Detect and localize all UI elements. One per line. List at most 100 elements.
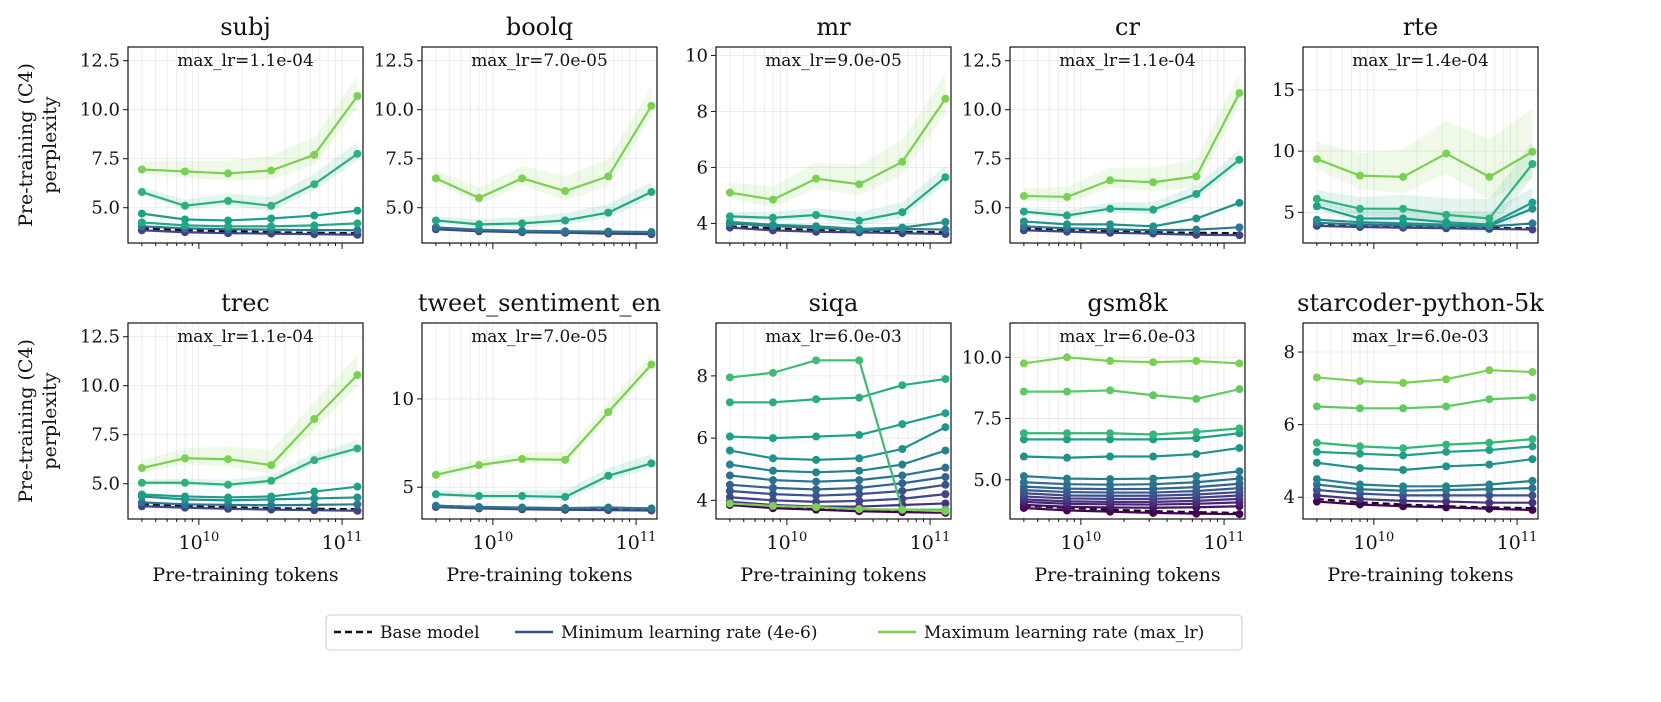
series-line <box>1316 163 1534 220</box>
data-point <box>180 221 189 230</box>
data-point <box>941 499 950 508</box>
data-point <box>1399 444 1408 453</box>
data-point <box>1355 480 1364 489</box>
data-point <box>1235 89 1244 98</box>
base-model-line <box>729 225 946 234</box>
data-point <box>1485 446 1494 455</box>
data-point <box>941 423 950 432</box>
subplot-title: subj <box>220 13 271 41</box>
x-tick-exponent: 11 <box>1228 530 1245 545</box>
data-point <box>898 479 907 488</box>
data-point <box>353 370 362 379</box>
data-point <box>1192 190 1201 198</box>
data-point <box>855 505 864 514</box>
data-point <box>180 454 189 463</box>
data-point <box>1312 458 1321 467</box>
data-point <box>898 223 907 232</box>
y-axis-label-line2: perplexity <box>39 372 61 469</box>
data-point <box>561 492 570 501</box>
series-line <box>141 221 358 228</box>
y-axis-label: Pre-training (C4) perplexity <box>15 339 61 503</box>
y-tick-label: 5.0 <box>91 198 120 219</box>
y-tick-label: 7.5 <box>91 149 120 170</box>
data-point <box>768 490 777 499</box>
data-point <box>1106 220 1115 229</box>
data-point <box>1062 387 1071 396</box>
max-lr-annotation: max_lr=1.1e-04 <box>177 327 314 347</box>
series-line <box>729 220 946 231</box>
axes-frame <box>127 46 364 244</box>
series-band <box>1023 149 1240 219</box>
series-line <box>1316 494 1533 504</box>
series-band <box>729 166 946 226</box>
series-line <box>141 505 358 512</box>
data-point <box>1235 474 1244 483</box>
data-point <box>1312 402 1321 411</box>
data-point <box>1062 211 1071 220</box>
data-point <box>474 502 483 511</box>
data-point <box>812 222 821 231</box>
series-line <box>1023 490 1240 497</box>
data-point <box>1192 472 1201 481</box>
subplot-title: boolq <box>506 13 573 41</box>
data-point <box>431 470 440 479</box>
axes-frame <box>715 322 952 520</box>
data-point <box>1106 480 1115 489</box>
data-point <box>1106 176 1115 185</box>
data-point <box>604 227 613 236</box>
data-point <box>725 218 734 226</box>
y-tick-label: 10 <box>685 45 708 66</box>
x-tick-label: 1011 <box>322 530 363 554</box>
y-tick-label: 4 <box>1284 487 1295 508</box>
data-point <box>1106 475 1115 484</box>
series-line <box>435 462 652 499</box>
data-point <box>725 471 734 480</box>
data-point <box>898 487 907 495</box>
data-point <box>812 477 821 486</box>
series-line <box>1316 438 1533 450</box>
data-point <box>1528 476 1537 485</box>
data-point <box>1149 391 1158 400</box>
data-point <box>812 503 821 512</box>
series-line <box>141 501 358 507</box>
data-point <box>1399 378 1408 387</box>
data-point <box>353 206 362 215</box>
data-point <box>1192 225 1201 234</box>
legend-label: Minimum learning rate (4e-6) <box>561 623 817 643</box>
series-line <box>1316 150 1533 179</box>
data-point <box>561 504 570 513</box>
series-line <box>1316 396 1533 410</box>
series-line <box>435 505 652 512</box>
series-line <box>1316 458 1533 472</box>
data-point <box>1312 194 1321 203</box>
data-point <box>1485 214 1494 223</box>
data-point <box>1106 356 1115 365</box>
data-point <box>518 503 527 512</box>
data-point <box>1442 440 1451 449</box>
data-point <box>768 195 777 204</box>
data-point <box>310 150 319 159</box>
data-point <box>647 360 656 369</box>
data-point <box>267 166 276 175</box>
subplot-title: gsm8k <box>1087 289 1168 317</box>
data-point <box>1528 455 1537 464</box>
series-line <box>1023 503 1240 509</box>
data-point <box>1442 447 1451 456</box>
series-line <box>141 495 358 502</box>
series-line <box>1316 201 1533 226</box>
data-point <box>267 201 276 210</box>
series-line <box>1316 500 1533 512</box>
data-point <box>1399 466 1408 474</box>
series-line <box>729 449 946 474</box>
data-point <box>855 356 864 365</box>
series-line <box>141 374 359 470</box>
data-point <box>855 431 864 439</box>
data-point <box>1528 219 1537 228</box>
series-line <box>1316 488 1533 497</box>
data-point <box>855 454 864 463</box>
data-point <box>474 492 483 501</box>
series-line <box>141 447 358 486</box>
data-point <box>725 432 734 441</box>
base-model-line <box>1023 504 1240 514</box>
